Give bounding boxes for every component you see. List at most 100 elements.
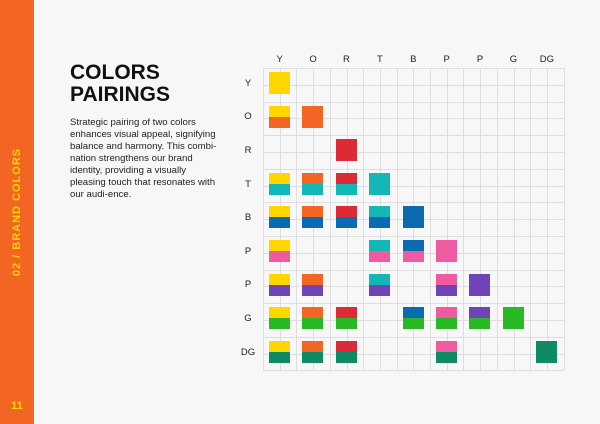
color-swatch: [302, 307, 324, 330]
color-swatch: [269, 273, 290, 296]
grid-line-horizontal: [263, 202, 564, 204]
grid-line-horizontal: [263, 152, 564, 153]
grid-line-horizontal: [263, 118, 564, 120]
color-swatch: [436, 273, 457, 296]
color-swatch: [402, 240, 424, 262]
swatch-bottom-color: [536, 351, 558, 363]
swatch-bottom-color: [469, 318, 491, 330]
color-swatch: [335, 206, 357, 229]
color-swatch: [269, 172, 290, 195]
page-title-line1: COLORS: [70, 61, 160, 84]
column-label: P: [443, 54, 450, 65]
color-swatch: [436, 307, 457, 330]
color-swatch: [402, 206, 424, 229]
color-swatch: [269, 340, 290, 363]
swatch-top-color: [335, 139, 357, 151]
swatch-top-color: [269, 307, 290, 319]
column-label: T: [376, 54, 383, 65]
swatch-bottom-color: [369, 251, 391, 262]
swatch-bottom-color: [302, 351, 324, 363]
row-label: P: [244, 279, 252, 291]
row-label: O: [244, 111, 252, 123]
swatch-bottom-color: [269, 351, 290, 363]
swatch-bottom-color: [402, 217, 424, 229]
row-label: R: [244, 145, 252, 156]
swatch-top-color: [269, 172, 290, 184]
color-swatch: [269, 307, 290, 330]
grid-line-horizontal: [263, 101, 564, 103]
color-swatch: [335, 340, 357, 363]
grid-line-horizontal: [263, 286, 564, 288]
color-swatch: [302, 105, 324, 128]
swatch-top-color: [369, 206, 391, 218]
swatch-top-color: [269, 273, 290, 285]
swatch-bottom-color: [436, 351, 457, 363]
swatch-bottom-color: [436, 318, 457, 330]
swatch-top-color: [436, 273, 457, 285]
color-swatch: [436, 240, 457, 262]
column-label: DG: [539, 54, 554, 65]
swatch-top-color: [269, 105, 290, 117]
swatch-top-color: [335, 307, 357, 319]
swatch-bottom-color: [469, 284, 491, 296]
swatch-bottom-color: [269, 183, 290, 195]
color-swatch: [302, 340, 324, 363]
swatch-top-color: [302, 206, 324, 218]
swatch-bottom-color: [436, 251, 457, 262]
swatch-top-color: [269, 72, 290, 83]
row-label: P: [244, 245, 252, 257]
grid-line-horizontal: [263, 370, 564, 372]
swatch-top-color: [402, 307, 424, 319]
grid-line-horizontal: [263, 68, 564, 69]
color-swatch: [369, 240, 391, 262]
page-title: COLORS PAIRINGS: [70, 62, 220, 106]
sidebar: 02 / BRAND COLORS 11: [0, 0, 34, 424]
swatch-top-color: [436, 240, 457, 251]
swatch-top-color: [302, 307, 324, 319]
swatch-top-color: [502, 307, 524, 319]
column-label: B: [410, 54, 417, 65]
swatch-bottom-color: [269, 83, 290, 94]
grid-line-horizontal: [263, 303, 564, 305]
swatch-top-color: [335, 340, 357, 352]
swatch-top-color: [536, 340, 558, 352]
swatch-top-color: [269, 340, 290, 352]
color-swatch: [369, 273, 391, 296]
grid-line-vertical: [563, 68, 565, 371]
color-swatch: [335, 172, 357, 195]
color-swatch: [269, 72, 290, 94]
swatch-bottom-color: [302, 284, 324, 296]
color-swatch: [302, 206, 324, 229]
color-swatch: [335, 307, 357, 330]
swatch-top-color: [369, 172, 391, 184]
swatch-bottom-color: [402, 318, 424, 330]
color-swatch: [469, 273, 491, 296]
description-text: Strategic pairing of two colors enhances…: [70, 117, 217, 200]
color-swatch: [269, 105, 290, 128]
swatch-bottom-color: [335, 217, 357, 229]
column-label: G: [509, 54, 518, 65]
row-label: T: [245, 178, 251, 190]
color-swatch: [269, 240, 290, 262]
swatch-top-color: [402, 240, 424, 251]
row-label: Y: [244, 77, 252, 89]
color-swatch: [302, 273, 324, 296]
column-label: Y: [276, 54, 283, 65]
swatch-top-color: [269, 240, 290, 251]
grid-line-horizontal: [263, 236, 564, 237]
swatch-top-color: [335, 206, 357, 218]
swatch-top-color: [302, 273, 324, 285]
swatch-top-color: [302, 105, 324, 117]
swatch-top-color: [402, 206, 424, 218]
color-swatch: [369, 172, 391, 195]
grid-line-horizontal: [263, 353, 564, 355]
swatch-top-color: [302, 340, 324, 352]
column-label: O: [309, 54, 317, 65]
swatch-top-color: [436, 340, 457, 352]
swatch-bottom-color: [302, 183, 324, 195]
swatch-bottom-color: [302, 318, 324, 330]
swatch-bottom-color: [369, 183, 391, 195]
swatch-bottom-color: [335, 351, 357, 363]
grid-line-horizontal: [263, 336, 564, 338]
